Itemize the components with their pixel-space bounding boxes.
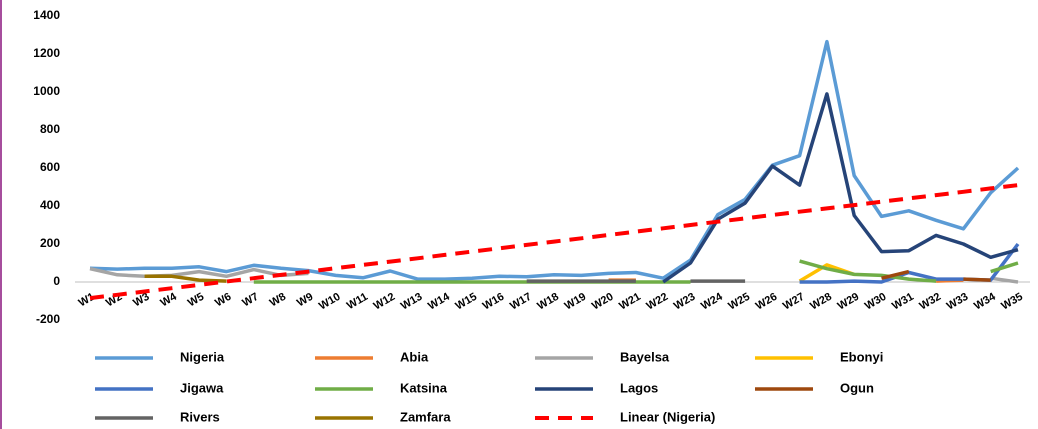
- y-tick-label: 800: [40, 122, 60, 136]
- series-line: [990, 276, 1019, 284]
- y-tick-label: 0: [53, 274, 60, 288]
- series-line: [89, 183, 1019, 301]
- x-tick-label: W30: [863, 291, 889, 313]
- series-line: [963, 277, 991, 282]
- legend-label: Zamfara: [400, 409, 451, 424]
- x-tick-label: W1: [77, 291, 97, 310]
- x-tick-label: W32: [917, 291, 943, 313]
- y-tick-label: 600: [40, 160, 60, 174]
- x-tick-label: W15: [453, 291, 479, 313]
- x-tick-label: W25: [726, 291, 752, 313]
- series-line: [89, 266, 309, 279]
- y-tick-label: -200: [36, 312, 60, 326]
- x-tick-label: W18: [535, 291, 561, 313]
- x-tick-label: W35: [999, 291, 1025, 313]
- x-tick-label: W33: [945, 291, 971, 313]
- x-tick-label: W20: [590, 291, 616, 313]
- x-tick-label: W13: [399, 291, 425, 313]
- legend-label: Ogun: [840, 380, 874, 395]
- legend-label: Abia: [400, 349, 429, 364]
- x-tick-label: W22: [645, 291, 671, 313]
- legend-label: Linear (Nigeria): [620, 409, 715, 424]
- x-tick-label: W16: [481, 291, 507, 313]
- x-tick-label: W4: [159, 290, 180, 309]
- x-tick-label: W27: [781, 291, 807, 313]
- x-tick-label: W14: [426, 290, 452, 312]
- series-line: [144, 274, 227, 283]
- x-tick-label: W29: [836, 291, 862, 313]
- legend-label: Katsina: [400, 380, 448, 395]
- x-tick-label: W26: [754, 291, 780, 313]
- legend-label: Jigawa: [180, 380, 224, 395]
- series-line: [881, 269, 910, 280]
- legend-label: Lagos: [620, 380, 658, 395]
- y-tick-label: 200: [40, 236, 60, 250]
- x-tick-label: W8: [268, 291, 288, 310]
- y-tick-label: 1200: [33, 46, 60, 60]
- x-tick-label: W34: [972, 290, 998, 312]
- x-tick-label: W5: [186, 291, 206, 310]
- x-tick-label: W24: [699, 290, 725, 312]
- series-line: [990, 261, 1019, 274]
- y-tick-label: 1000: [33, 84, 60, 98]
- x-tick-label: W17: [508, 291, 534, 313]
- legend-label: Nigeria: [180, 349, 225, 364]
- x-tick-label: W7: [240, 291, 260, 310]
- left-border: [0, 0, 2, 429]
- legend-label: Ebonyi: [840, 349, 883, 364]
- x-tick-label: W21: [617, 291, 643, 313]
- y-tick-label: 1400: [33, 8, 60, 22]
- x-tick-label: W11: [345, 291, 370, 312]
- x-tick-label: W9: [295, 291, 315, 310]
- series-line: [799, 259, 937, 283]
- legend-label: Bayelsa: [620, 349, 670, 364]
- legend-label: Rivers: [180, 409, 220, 424]
- x-tick-label: W19: [563, 291, 589, 313]
- series-line: [89, 39, 1020, 281]
- x-tick-label: W6: [213, 291, 233, 310]
- y-tick-label: 400: [40, 198, 60, 212]
- series-line: [662, 92, 1019, 284]
- x-tick-label: W31: [890, 291, 916, 313]
- x-tick-label: W10: [317, 291, 343, 313]
- x-tick-label: W28: [808, 291, 834, 313]
- x-tick-label: W12: [372, 291, 398, 313]
- x-tick-label: W23: [672, 291, 698, 313]
